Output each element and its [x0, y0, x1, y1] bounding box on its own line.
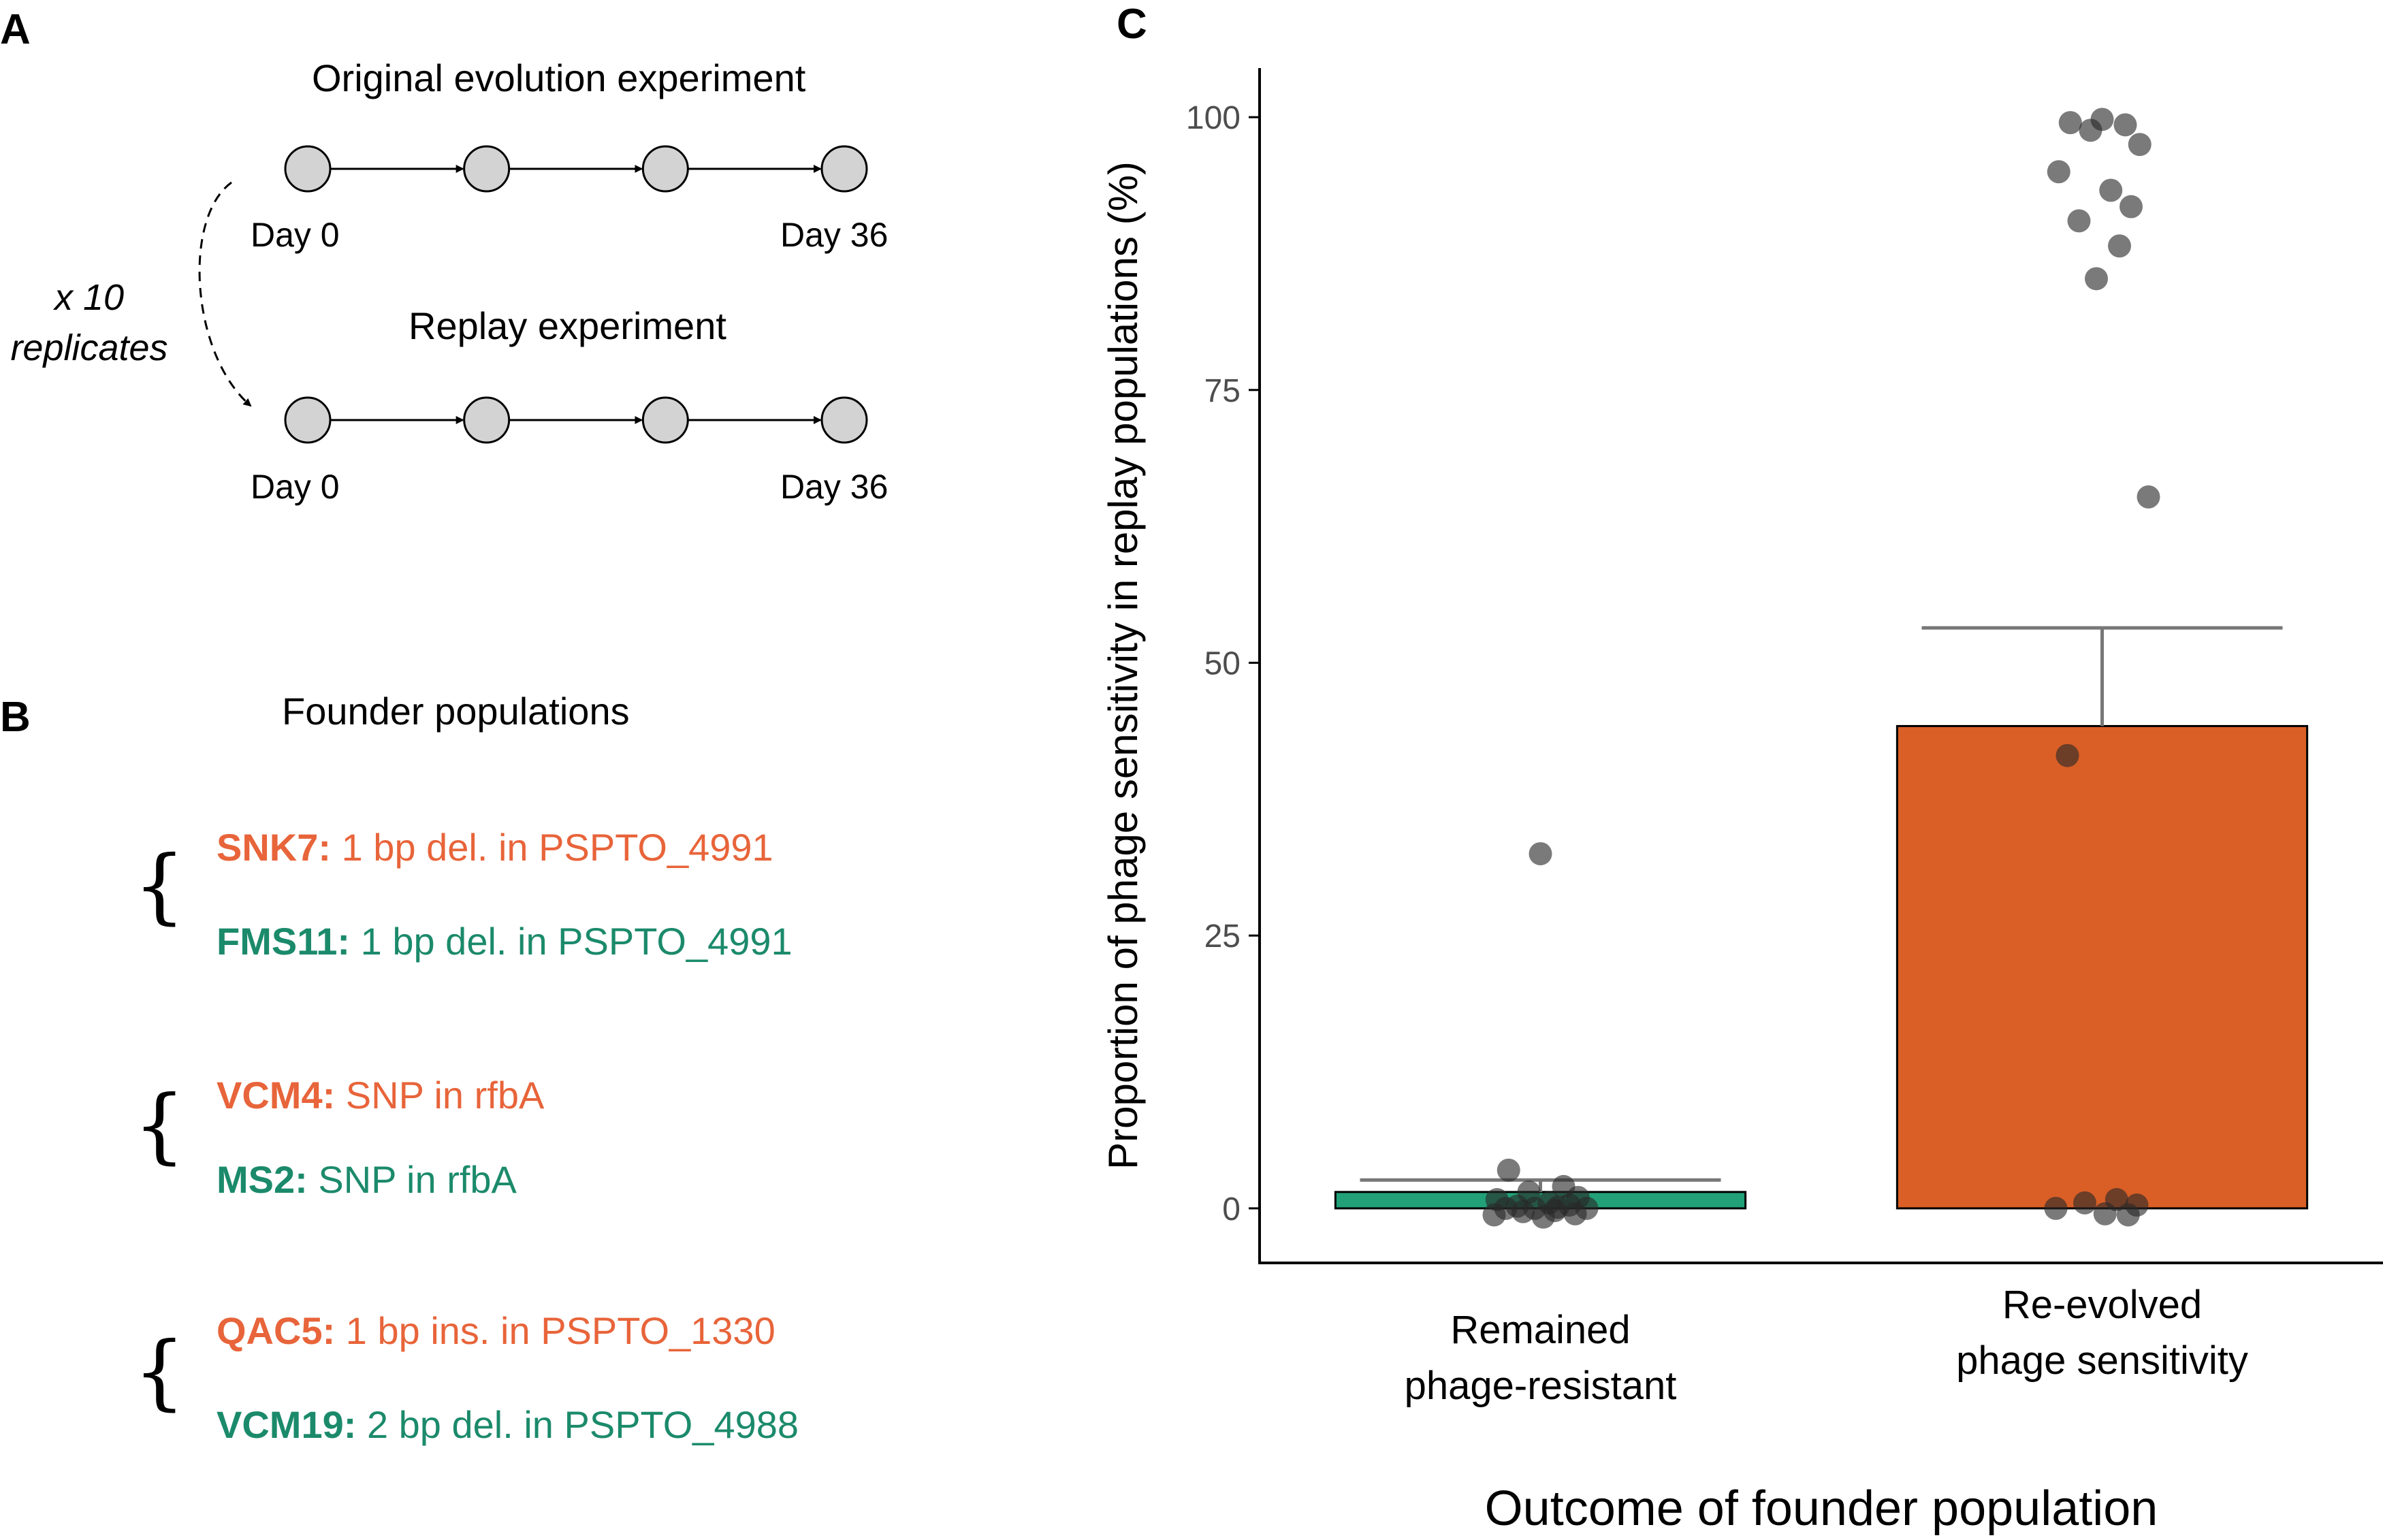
data-point [2056, 743, 2079, 767]
y-tick-label: 25 [1204, 918, 1241, 955]
bar-chart: 0 25 50 75 100 Remained phage-resistant Re-evol… [1100, 68, 2383, 1536]
experiment-timeline-diagram [198, 145, 868, 444]
founder-name: VCM4: [217, 1074, 336, 1117]
data-point [2099, 178, 2123, 202]
data-point [2137, 485, 2160, 509]
data-point [2058, 111, 2082, 135]
group-brace: { [133, 1078, 186, 1173]
founder-entry: QAC5: 1 bp ins. in PSPTO_1330 [217, 1309, 775, 1353]
data-point [1512, 1200, 1535, 1223]
original-timepoint-circle [641, 145, 689, 193]
founder-mutation: 1 bp del. in PSPTO_4991 [331, 826, 773, 869]
founder-mutation: 1 bp del. in PSPTO_4991 [350, 920, 793, 963]
y-tick-label: 100 [1186, 100, 1241, 136]
original-experiment-title: Original evolution experiment [312, 57, 806, 99]
original-timepoint-circle [284, 145, 332, 193]
replay-timepoint-circle [641, 396, 689, 444]
founder-entry: VCM19: 2 bp del. in PSPTO_4988 [217, 1402, 799, 1447]
data-point [2116, 1203, 2140, 1227]
data-point [2108, 234, 2131, 258]
data-point [2120, 195, 2143, 219]
founder-entry: MS2: SNP in rfbA [217, 1157, 517, 1202]
panel-c-label: C [1117, 1, 1147, 48]
original-timeline [284, 145, 868, 193]
replay-timeline [284, 396, 868, 444]
data-point [2067, 209, 2091, 233]
founder-entry: FMS11: 1 bp del. in PSPTO_4991 [217, 919, 793, 963]
y-axis-title: Proportion of phage sensitivity in repla… [1100, 161, 1146, 1170]
original-day36-label: Day 36 [780, 216, 889, 254]
original-timepoint-circle [463, 145, 511, 193]
founder-mutation: SNP in rfbA [335, 1074, 545, 1117]
original-day0-label: Day 0 [251, 216, 340, 254]
replicates-count: x 10 [54, 277, 125, 318]
original-timepoint-circle [820, 145, 868, 193]
data-point [1563, 1202, 1587, 1225]
founder-populations-title: Founder populations [282, 690, 630, 733]
data-point [1482, 1203, 1506, 1227]
panel-a-label: A [0, 6, 31, 53]
founder-mutation: 2 bp del. in PSPTO_4988 [356, 1403, 799, 1446]
founder-name: QAC5: [217, 1309, 336, 1352]
replicates-word: replicates [10, 327, 168, 368]
data-point [1529, 841, 1552, 865]
group-brace: { [133, 1325, 186, 1419]
replay-day0-label: Day 0 [251, 468, 340, 506]
replicate-arrow [198, 181, 252, 407]
founder-entry: VCM4: SNP in rfbA [217, 1073, 544, 1117]
x-tick-label: Re-evolved phage sensitivity [1956, 1283, 2248, 1383]
founder-name: SNK7: [217, 826, 332, 869]
founder-name: MS2: [217, 1158, 308, 1201]
panel-b-label: B [0, 694, 31, 741]
founder-name: VCM19: [217, 1403, 357, 1446]
data-point [2047, 160, 2070, 184]
data-point [2044, 1196, 2068, 1220]
founder-entry: SNK7: 1 bp del. in PSPTO_4991 [217, 825, 773, 869]
y-tick-label: 75 [1204, 373, 1241, 409]
founder-name: FMS11: [217, 920, 351, 963]
founder-mutation: 1 bp ins. in PSPTO_1330 [335, 1309, 775, 1352]
replicates-label: x 10 replicates [0, 272, 178, 373]
replay-experiment-title: Replay experiment [409, 304, 726, 347]
replay-timepoint-circle [463, 396, 511, 444]
data-point [2093, 1202, 2117, 1225]
data-point [2113, 113, 2137, 137]
replay-timepoint-circle [820, 396, 868, 444]
y-tick-label: 50 [1204, 645, 1241, 681]
replay-timepoint-circle [284, 396, 332, 444]
data-point [2073, 1191, 2096, 1215]
data-point [1497, 1158, 1520, 1182]
replay-day36-label: Day 36 [780, 468, 889, 506]
founder-mutation: SNP in rfbA [307, 1158, 517, 1201]
x-axis-title: Outcome of founder population [1485, 1481, 2158, 1536]
group-brace: { [133, 839, 186, 933]
data-point [2079, 118, 2102, 142]
data-point [2128, 133, 2152, 157]
data-point [1531, 1205, 1555, 1229]
bar [1896, 724, 2309, 1210]
data-point [2085, 267, 2108, 291]
y-tick-label: 0 [1222, 1191, 1241, 1228]
x-tick-label: Remained phage-resistant [1405, 1308, 1677, 1408]
